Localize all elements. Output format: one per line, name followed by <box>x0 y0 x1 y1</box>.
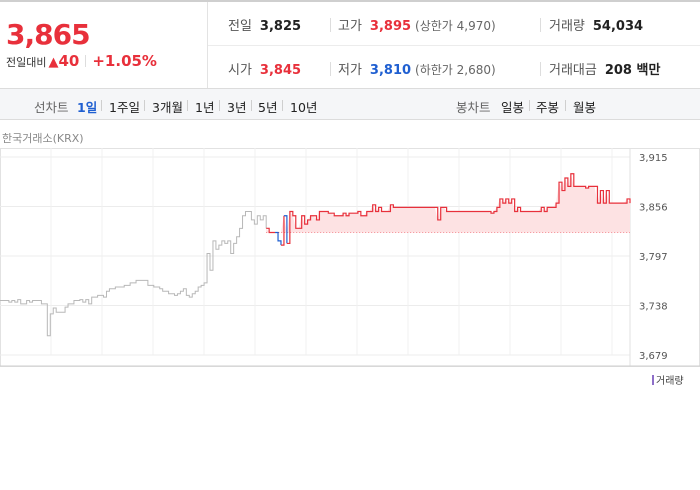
stat-value: 3,810 <box>369 63 412 78</box>
price-area-fill <box>266 173 630 233</box>
stat-high: 고가 3,895 (상한가 4,970) <box>338 15 496 34</box>
divider <box>540 62 541 76</box>
y-tick-label: 3,797 <box>639 252 668 263</box>
period-bar: 선차트 1일 1주일 3개월 1년 3년 5년 10년 봉차트 일봉 주봉 월봉 <box>0 88 700 120</box>
candle-chart-label: 봉차트 <box>456 100 491 115</box>
period-5y-button[interactable]: 5년 <box>258 100 278 115</box>
chart-frame <box>0 148 700 367</box>
price-box: 3,865 전일대비 ▲40 +1.05% <box>0 2 208 90</box>
divider <box>85 55 87 67</box>
price-line-segment <box>266 227 276 234</box>
change-label: 전일대비 <box>6 56 47 69</box>
price-line-previous <box>0 211 267 337</box>
stat-label: 저가 <box>338 63 362 78</box>
divider <box>282 100 283 111</box>
stat-low: 저가 3,810 (하한가 2,680) <box>338 59 496 78</box>
price-line-segment <box>283 215 288 244</box>
change-rate: +1.05% <box>92 52 157 70</box>
stat-value: 54,034 <box>592 19 644 34</box>
stat-amount: 거래대금 208 백만 <box>549 59 660 78</box>
stat-label: 거래대금 <box>549 63 597 78</box>
candle-monthly-button[interactable]: 월봉 <box>573 100 597 115</box>
stat-sub: (상한가 4,970) <box>415 19 496 33</box>
stat-label: 시가 <box>228 63 252 78</box>
stats-divider <box>208 45 700 46</box>
divider <box>219 100 220 111</box>
stat-label: 고가 <box>338 19 362 34</box>
stat-prev-close: 전일 3,825 <box>228 15 301 34</box>
stat-label: 거래량 <box>549 19 585 34</box>
stat-volume: 거래량 54,034 <box>549 15 643 34</box>
y-tick-label: 3,915 <box>639 153 668 164</box>
price-line-segment <box>286 173 631 245</box>
period-1w-button[interactable]: 1주일 <box>109 100 140 115</box>
divider <box>251 100 252 111</box>
line-chart-label: 선차트 <box>34 100 69 115</box>
divider <box>540 18 541 32</box>
price-line-segment <box>275 231 282 246</box>
y-tick-label: 3,679 <box>639 351 668 362</box>
price-chart-svg: 3,915 3,856 3,797 3,738 3,679 <box>0 148 700 367</box>
change-value: 40 <box>58 52 80 70</box>
up-triangle-icon: ▲ <box>48 55 59 70</box>
volume-legend-label: 거래량 <box>656 376 684 387</box>
volume-legend-mark <box>652 375 654 385</box>
stat-value: 3,825 <box>259 19 302 34</box>
stat-open: 시가 3,845 <box>228 59 301 78</box>
period-10y-button[interactable]: 10년 <box>290 100 318 115</box>
divider <box>330 18 331 32</box>
candle-weekly-button[interactable]: 주봉 <box>536 100 560 115</box>
quote-summary: 3,865 전일대비 ▲40 +1.05% 전일 3,825 고가 3,895 (상한가 … <box>0 2 700 90</box>
divider <box>144 100 145 111</box>
period-3m-button[interactable]: 3개월 <box>152 100 183 115</box>
stat-label: 전일 <box>228 19 252 34</box>
period-1y-button[interactable]: 1년 <box>195 100 215 115</box>
market-label: 한국거래소(KRX) <box>2 132 84 145</box>
y-tick-label: 3,856 <box>639 203 668 214</box>
volume-legend: 거래량 <box>652 372 684 387</box>
divider <box>330 62 331 76</box>
period-3y-button[interactable]: 3년 <box>227 100 247 115</box>
period-1d-button[interactable]: 1일 <box>77 100 98 115</box>
top-border <box>0 0 700 2</box>
y-tick-label: 3,738 <box>639 302 668 313</box>
stat-sub: (하한가 2,680) <box>415 63 496 77</box>
change-row: 전일대비 ▲40 +1.05% <box>6 52 157 70</box>
price-chart[interactable]: 3,915 3,856 3,797 3,738 3,679 <box>0 148 700 368</box>
stat-value: 3,845 <box>259 63 302 78</box>
stat-value: 3,895 <box>369 19 412 34</box>
price-line-segment <box>280 215 285 246</box>
divider <box>101 100 102 111</box>
divider <box>529 100 530 111</box>
stat-value: 208 백만 <box>604 63 661 78</box>
candle-daily-button[interactable]: 일봉 <box>501 100 525 115</box>
divider <box>187 100 188 111</box>
divider <box>565 100 566 111</box>
current-price: 3,865 <box>6 18 91 51</box>
